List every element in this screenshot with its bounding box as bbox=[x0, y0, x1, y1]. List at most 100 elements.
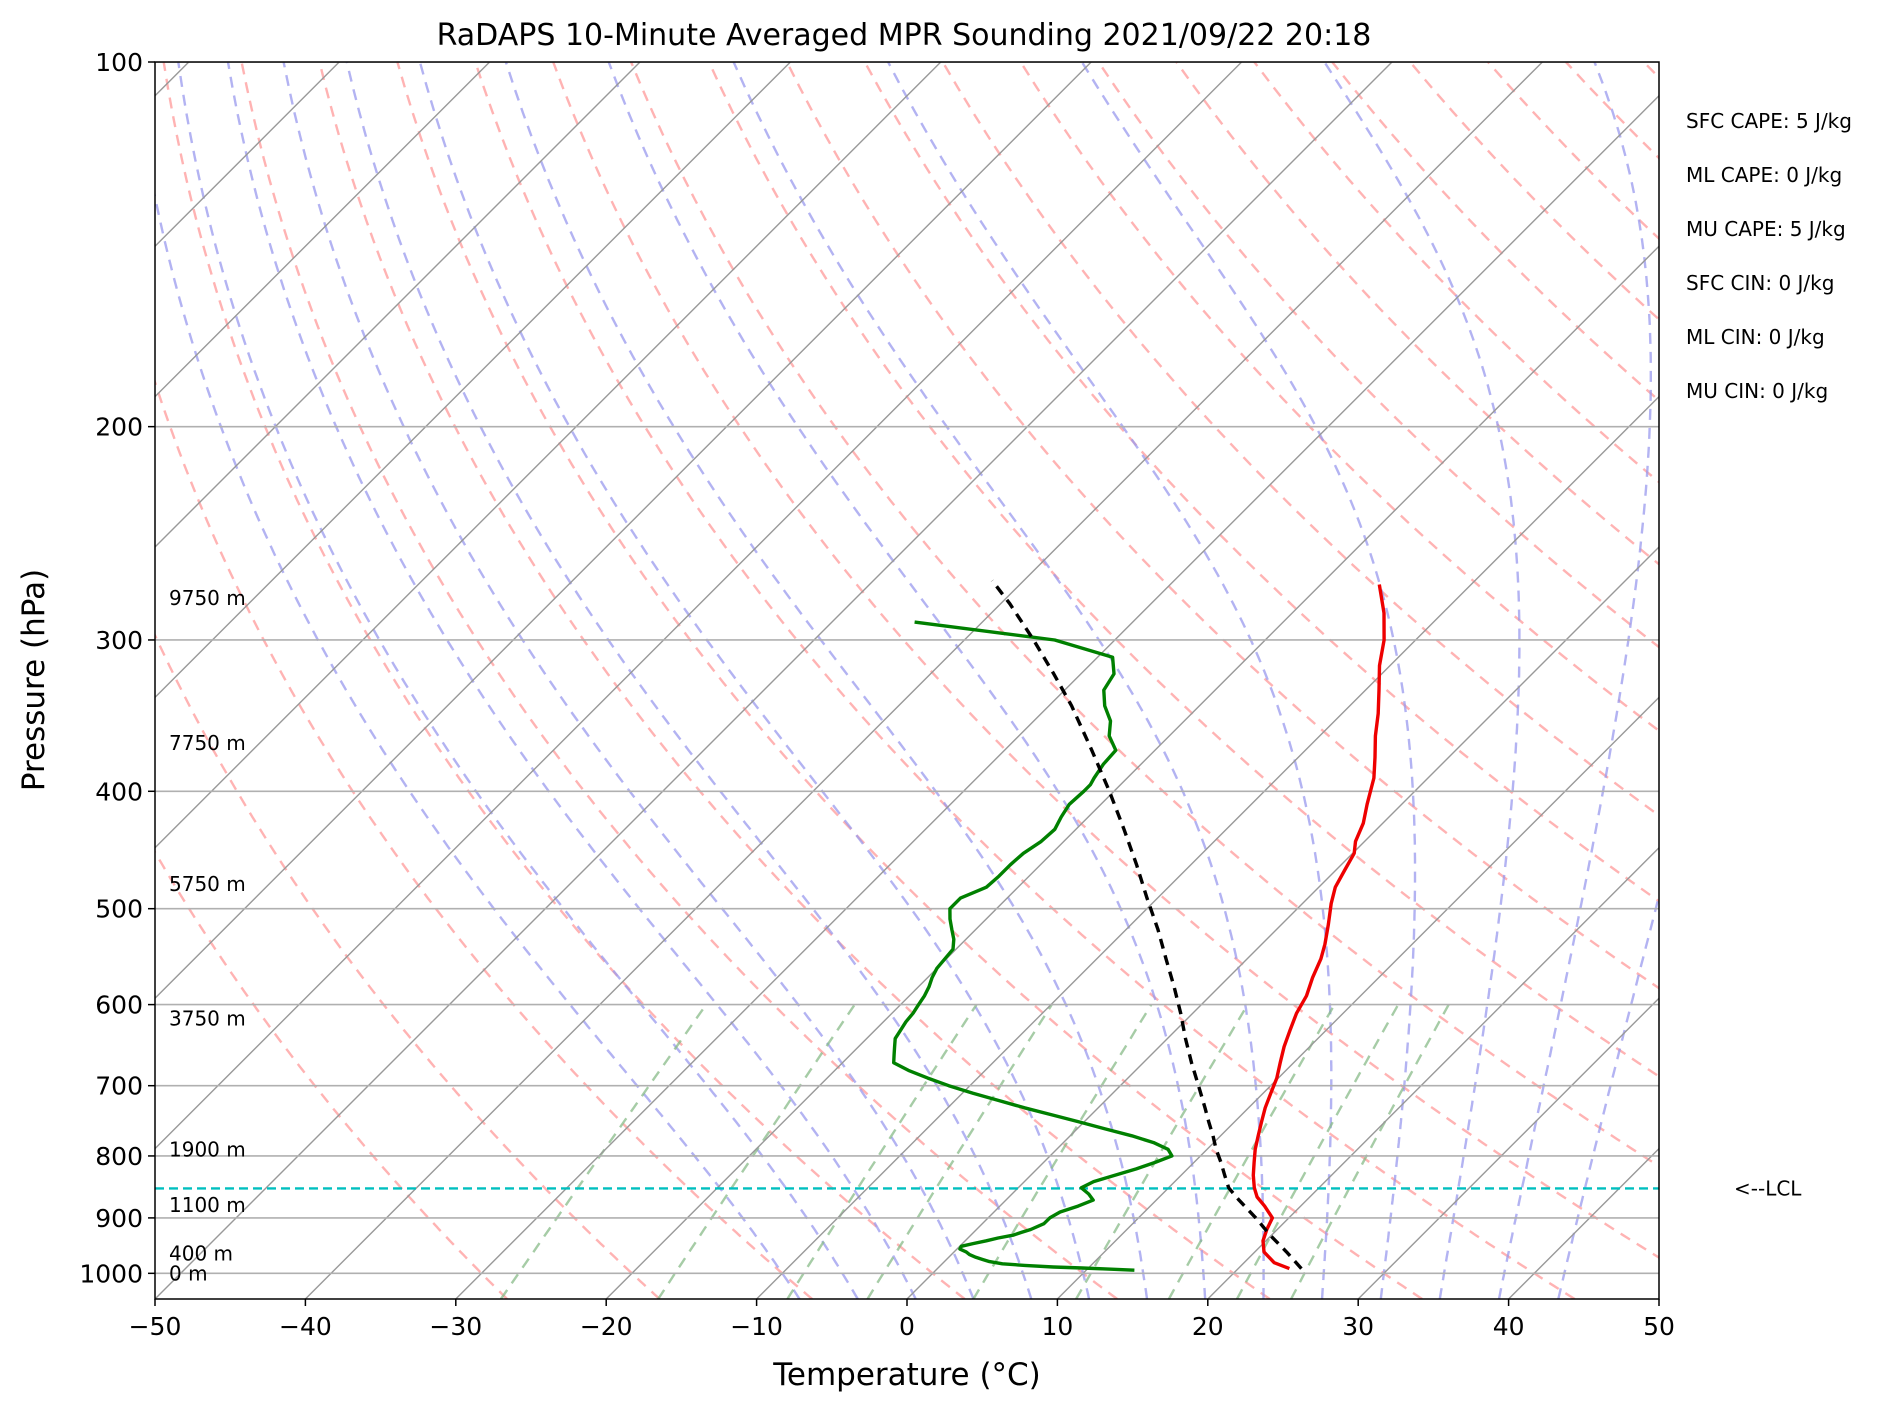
dry-adiabat bbox=[1878, 62, 1882, 1299]
height-labels: 9750 m 7750 m 5750 m 3750 m 1900 m 1100 m 400 … bbox=[169, 586, 246, 1285]
isotherm bbox=[304, 62, 1543, 1299]
height-label: 0 m bbox=[169, 1261, 208, 1285]
x-tick-label: 30 bbox=[1342, 1312, 1374, 1341]
x-axis-ticks: −50 −40 −30 −20 −10 0 10 20 30 40 50 bbox=[129, 1299, 1675, 1341]
stability-index: MU CAPE: 5 J/kg bbox=[1686, 217, 1846, 241]
isotherm bbox=[1508, 1147, 1659, 1299]
dewpoint-line bbox=[892, 620, 1174, 1272]
dry-adiabat bbox=[1642, 62, 1659, 80]
height-label: 400 m bbox=[169, 1242, 233, 1266]
moist-adiabat bbox=[226, 62, 917, 1299]
isotherm bbox=[455, 94, 1659, 1299]
moist-adiabat bbox=[1080, 62, 1417, 1299]
dry-adiabat bbox=[1487, 62, 1659, 241]
dry-adiabat bbox=[474, 62, 1576, 1299]
reference-lines bbox=[155, 62, 1882, 1299]
height-label: 3750 m bbox=[169, 1006, 246, 1030]
x-tick-label: −40 bbox=[279, 1312, 332, 1341]
dry-adiabat bbox=[552, 62, 1659, 1259]
isotherm bbox=[1056, 696, 1659, 1299]
dry-adiabat bbox=[1253, 62, 1659, 484]
height-label: 7750 m bbox=[169, 731, 246, 755]
moist-adiabat bbox=[887, 62, 1333, 1299]
isotherm bbox=[155, 62, 1092, 1000]
dry-adiabat bbox=[1722, 62, 1882, 1299]
dry-adiabat bbox=[707, 62, 1659, 1078]
y-tick-label: 1000 bbox=[79, 1259, 143, 1288]
moist-adiabat bbox=[177, 62, 859, 1299]
stability-indices: SFC CAPE: 5 J/kg ML CAPE: 0 J/kg MU CAPE: … bbox=[1686, 109, 1852, 403]
isotherm bbox=[155, 62, 942, 849]
profile-lines bbox=[892, 579, 1386, 1272]
isotherm bbox=[155, 62, 1243, 1150]
dry-adiabat bbox=[162, 62, 966, 1299]
mixing-ratio-line bbox=[1167, 1004, 1336, 1299]
x-tick-label: 50 bbox=[1643, 1312, 1675, 1341]
x-tick-label: 10 bbox=[1041, 1312, 1073, 1341]
mixing-ratio-line bbox=[972, 1003, 1153, 1299]
y-tick-label: 900 bbox=[95, 1204, 143, 1233]
dry-adiabat bbox=[1800, 62, 1882, 1299]
x-axis-label: Temperature (°C) bbox=[772, 1357, 1041, 1393]
dry-adiabat bbox=[155, 849, 508, 1299]
mixing-ratio-line bbox=[786, 1003, 978, 1299]
x-tick-label: −30 bbox=[429, 1312, 482, 1341]
dry-adiabat bbox=[1019, 62, 1659, 733]
stability-index: ML CAPE: 0 J/kg bbox=[1686, 163, 1842, 187]
dry-adiabat bbox=[155, 378, 813, 1299]
x-tick-label: 20 bbox=[1192, 1312, 1224, 1341]
isotherm bbox=[756, 395, 1659, 1299]
isotherm bbox=[605, 245, 1659, 1299]
mixing-ratio-line bbox=[1235, 1004, 1400, 1299]
pressure-gridlines bbox=[155, 62, 1659, 1275]
mixing-ratio-line bbox=[866, 1003, 1053, 1299]
isotherm bbox=[1207, 846, 1659, 1299]
dry-adiabat bbox=[318, 62, 1271, 1299]
stability-index: ML CIN: 0 J/kg bbox=[1686, 325, 1825, 349]
height-label: 9750 m bbox=[169, 586, 246, 610]
y-tick-label: 800 bbox=[95, 1142, 143, 1171]
dry-adiabat bbox=[629, 62, 1659, 1168]
dry-adiabat bbox=[863, 62, 1659, 903]
moist-adiabat bbox=[1323, 62, 1521, 1299]
stability-index: SFC CIN: 0 J/kg bbox=[1686, 271, 1834, 295]
isotherm bbox=[906, 546, 1659, 1299]
y-tick-label: 400 bbox=[95, 777, 143, 806]
moist-adiabat bbox=[1497, 62, 1653, 1299]
y-tick-label: 200 bbox=[95, 413, 143, 442]
mixing-ratio-line bbox=[1290, 1004, 1450, 1299]
moist-adiabat bbox=[345, 62, 1033, 1299]
dry-adiabat bbox=[1565, 62, 1659, 160]
x-tick-label: 0 bbox=[899, 1312, 915, 1341]
x-tick-label: 40 bbox=[1493, 1312, 1525, 1341]
y-tick-label: 300 bbox=[95, 626, 143, 655]
dry-adiabat bbox=[155, 632, 661, 1299]
dry-adiabat bbox=[785, 62, 1659, 990]
y-axis-ticks: 100 200 300 400 500 600 700 800 900 1000 bbox=[79, 48, 155, 1288]
moist-adiabat bbox=[1557, 891, 1659, 1299]
mixing-ratio-line bbox=[657, 1003, 856, 1299]
y-tick-label: 700 bbox=[95, 1072, 143, 1101]
mixing-ratio-line bbox=[1075, 1003, 1249, 1299]
dry-adiabat bbox=[1409, 62, 1659, 321]
chart-title: RaDAPS 10-Minute Averaged MPR Sounding 2… bbox=[437, 18, 1372, 53]
y-axis-label: Pressure (hPa) bbox=[16, 569, 52, 791]
height-label: 1100 m bbox=[169, 1193, 246, 1217]
height-label: 1900 m bbox=[169, 1137, 246, 1161]
isotherm bbox=[1357, 997, 1659, 1299]
stability-index: MU CIN: 0 J/kg bbox=[1686, 379, 1828, 403]
x-tick-label: −50 bbox=[129, 1312, 182, 1341]
moist-adiabat bbox=[282, 62, 975, 1299]
mixing-ratio-line bbox=[499, 1003, 708, 1299]
moist-adiabat bbox=[732, 62, 1265, 1299]
isotherm bbox=[155, 62, 491, 398]
isotherm bbox=[155, 62, 791, 699]
dry-adiabat bbox=[1331, 62, 1659, 403]
lcl-label: <--LCL bbox=[1734, 1177, 1802, 1201]
isotherm bbox=[1658, 1298, 1659, 1299]
moist-adiabat bbox=[418, 62, 1091, 1299]
isotherm bbox=[155, 62, 1393, 1299]
dry-adiabat bbox=[240, 62, 1118, 1299]
height-label: 5750 m bbox=[169, 872, 246, 896]
